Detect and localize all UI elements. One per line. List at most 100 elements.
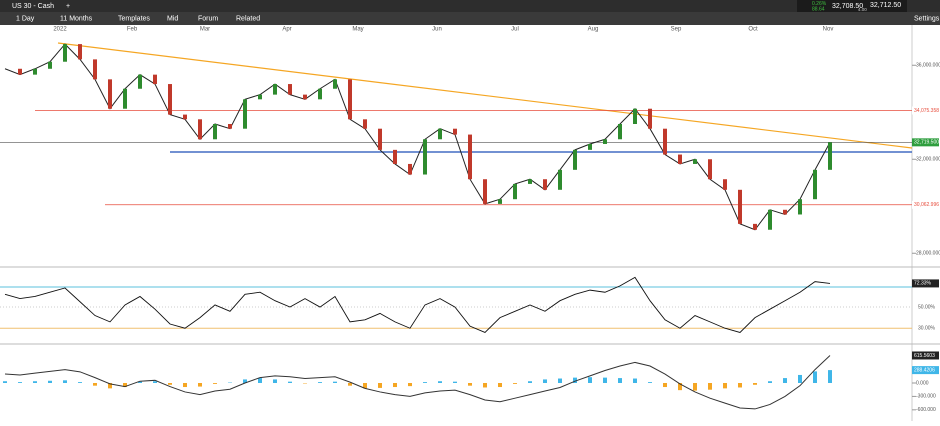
price-candle	[363, 119, 367, 128]
price-candle	[48, 62, 52, 69]
price-line	[5, 44, 830, 230]
y-tick-label: -600.000	[916, 407, 936, 413]
price-candle	[318, 89, 322, 100]
histogram-bar	[408, 383, 412, 386]
price-candle	[168, 84, 172, 115]
price-candle	[348, 79, 352, 119]
price-candle	[633, 109, 637, 124]
histogram-bar	[498, 383, 502, 387]
instrument-title[interactable]: US 30 - Cash	[12, 3, 54, 10]
price-type-button[interactable]: Mid	[167, 15, 178, 22]
spread: 4.00	[858, 7, 867, 12]
price-candle	[768, 210, 772, 230]
macd-line	[5, 355, 830, 408]
price-candle	[483, 179, 487, 204]
x-tick-label: May	[352, 27, 363, 33]
price-candle	[198, 119, 202, 139]
histogram-bar	[468, 383, 472, 386]
histogram-bar	[828, 370, 832, 383]
histogram-bar	[183, 383, 187, 387]
histogram-bar	[168, 383, 172, 385]
level-label: 34,075.358	[914, 108, 939, 114]
x-tick-label: Jul	[511, 27, 519, 33]
price-candle	[528, 179, 532, 184]
price-candle	[783, 210, 787, 215]
histogram-bar	[378, 383, 382, 388]
ask[interactable]: 32,712.50	[870, 2, 901, 9]
y-tick-label: 28,000.000	[916, 251, 940, 257]
histogram-bar	[423, 382, 427, 383]
range-button[interactable]: 11 Months	[60, 15, 93, 22]
histogram-bar	[798, 375, 802, 383]
histogram-bar	[273, 379, 277, 383]
histogram-bar	[198, 383, 202, 387]
price-candle	[288, 84, 292, 95]
interval-button[interactable]: 1 Day	[16, 15, 35, 22]
price-candle	[258, 95, 262, 100]
histogram-bar	[813, 371, 817, 383]
price-candle	[468, 135, 472, 180]
x-tick-label: Nov	[823, 27, 834, 33]
price-candle	[393, 150, 397, 164]
price-candle	[378, 129, 382, 150]
histogram-bar	[258, 378, 262, 383]
histogram-bar	[693, 383, 697, 391]
price-candle	[753, 224, 757, 230]
price-candle	[828, 142, 832, 169]
price-candle	[738, 190, 742, 224]
price-candle	[273, 84, 277, 95]
related-button[interactable]: Related	[236, 15, 260, 22]
price-candle	[558, 170, 562, 190]
x-tick-label: Oct	[748, 27, 758, 33]
rsi-line	[5, 277, 830, 332]
y-tick-label: 32,000.000	[916, 157, 940, 163]
histogram-bar	[18, 382, 22, 383]
histogram-bar	[78, 382, 82, 383]
price-candle	[153, 75, 157, 84]
price-candle	[663, 129, 667, 155]
histogram-bar	[723, 383, 727, 388]
y-tick-label: 30.00%	[918, 326, 936, 332]
histogram-bar	[708, 383, 712, 390]
x-tick-label: Sep	[671, 27, 682, 33]
price-candle	[423, 139, 427, 174]
histogram-bar	[438, 381, 442, 383]
histogram-bar	[558, 379, 562, 383]
price-candle	[453, 129, 457, 135]
histogram-bar	[213, 383, 217, 384]
forum-button[interactable]: Forum	[198, 15, 218, 22]
price-candle	[603, 139, 607, 144]
change-abs: 88.64	[812, 6, 825, 12]
price-candle	[78, 44, 82, 59]
price-candle	[588, 144, 592, 150]
price-candle	[693, 159, 697, 164]
histogram-bar	[543, 379, 547, 383]
histogram-bar	[513, 383, 517, 384]
histogram-bar	[648, 382, 652, 383]
histogram-bar	[318, 382, 322, 383]
settings-button[interactable]: Settings	[914, 15, 940, 22]
price-candle	[108, 79, 112, 108]
price-candle	[63, 44, 67, 62]
price-candle	[33, 69, 37, 75]
x-tick-label: Aug	[588, 27, 599, 33]
histogram-bar	[528, 381, 532, 383]
price-candle	[678, 155, 682, 164]
histogram-bar	[333, 382, 337, 383]
y-tick-label: 0.000	[916, 380, 929, 386]
price-candle	[813, 170, 817, 199]
trend-line	[58, 43, 912, 148]
histogram-bar	[393, 383, 397, 387]
add-tab[interactable]: +	[66, 3, 70, 10]
x-tick-label: Mar	[200, 27, 210, 33]
histogram-bar	[603, 378, 607, 383]
macd-last-label: 615.5603	[914, 353, 935, 359]
price-candle	[243, 99, 247, 128]
price-candle	[333, 79, 337, 88]
templates-button[interactable]: Templates	[118, 15, 150, 22]
price-candle	[513, 184, 517, 199]
price-candle	[648, 109, 652, 129]
price-candle	[408, 164, 412, 175]
